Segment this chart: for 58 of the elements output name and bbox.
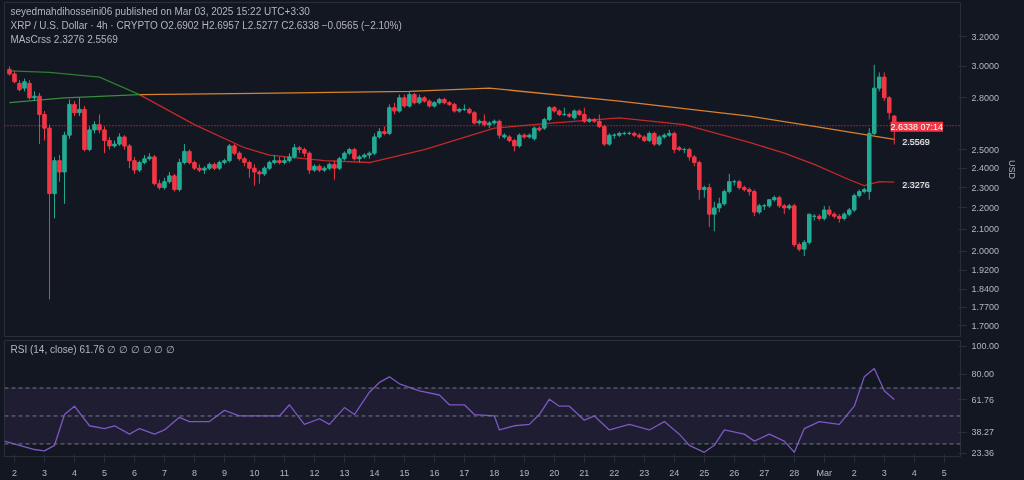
y-tick-label: 23.36 bbox=[971, 448, 995, 459]
x-tick-label: 17 bbox=[459, 467, 470, 478]
x-tick-label: 27 bbox=[759, 467, 770, 478]
y-tick-label: 100.00 bbox=[971, 341, 1000, 352]
x-tick-label: 21 bbox=[579, 467, 590, 478]
x-tick-label: 2 bbox=[851, 467, 857, 478]
y-tick-label: 61.76 bbox=[971, 394, 995, 405]
x-tick-label: 7 bbox=[161, 467, 167, 478]
y-tick-label: 1.7700 bbox=[971, 302, 1000, 313]
x-tick-label: 9 bbox=[221, 467, 227, 478]
chart-title: RSI (14, close) 61.76 ∅ ∅ ∅ ∅ ∅ ∅ bbox=[10, 343, 176, 355]
x-tick-label: 19 bbox=[519, 467, 530, 478]
text: XRP / U.S. Dollar · 4h · CRYPTO O2.6902 H2.6957 L2.5277 C2.6338 −0.0565 (−2.10%) bbox=[10, 19, 402, 31]
y-tick-label: 3.0000 bbox=[971, 61, 1000, 72]
x-tick-label: 6 bbox=[131, 467, 137, 478]
y-axis-title: USD bbox=[1007, 160, 1018, 180]
x-tick-label: Mar bbox=[816, 467, 833, 478]
x-tick-label: 3 bbox=[881, 467, 887, 478]
y-tick-label: 80.00 bbox=[971, 369, 995, 380]
annotation: 2.3276 bbox=[902, 180, 930, 191]
y-tick-label: 2.5000 bbox=[971, 144, 1000, 155]
x-tick-label: 12 bbox=[309, 467, 320, 478]
y-tick-label: 2.0000 bbox=[971, 246, 1000, 257]
x-tick-label: 20 bbox=[549, 467, 560, 478]
y-tick-label: 3.2000 bbox=[971, 31, 1000, 42]
x-tick-label: 16 bbox=[429, 467, 440, 478]
x-tick-label: 28 bbox=[789, 467, 800, 478]
x-tick-label: 14 bbox=[369, 467, 380, 478]
x-tick-label: 23 bbox=[639, 467, 650, 478]
annotation: MAsCrss 2.3276 2.5569 bbox=[10, 33, 119, 45]
x-tick-label: 18 bbox=[489, 467, 500, 478]
ref-line-label: 2.6338 07:14 bbox=[890, 121, 944, 132]
x-tick-label: 3 bbox=[41, 467, 47, 478]
x-tick-label: 26 bbox=[729, 467, 740, 478]
x-tick-label: 8 bbox=[191, 467, 197, 478]
x-tick-label: 10 bbox=[249, 467, 260, 478]
x-tick-label: 4 bbox=[71, 467, 77, 478]
y-tick-label: 1.8400 bbox=[971, 284, 1000, 295]
y-tick-label: 2.4000 bbox=[971, 163, 1000, 174]
y-tick-label: 2.3000 bbox=[971, 182, 1000, 193]
y-tick-label: 2.2000 bbox=[971, 202, 1000, 213]
annotation: seyedmahdihosseini06 published on Mar 03, 2025 15:22 UTC+3:30 bbox=[10, 5, 311, 17]
x-tick-label: 4 bbox=[911, 467, 917, 478]
y-tick-label: 2.8000 bbox=[971, 92, 1000, 103]
x-tick-label: 22 bbox=[609, 467, 620, 478]
x-tick-label: 13 bbox=[339, 467, 350, 478]
y-tick-label: 1.9200 bbox=[971, 265, 1000, 276]
x-tick-label: 24 bbox=[669, 467, 680, 478]
x-tick-label: 2 bbox=[11, 467, 18, 478]
annotation: 2.5569 bbox=[902, 137, 930, 148]
y-tick-label: 1.7000 bbox=[971, 320, 1000, 331]
y-tick-label: 38.27 bbox=[971, 427, 995, 438]
x-tick-label: 5 bbox=[101, 467, 107, 478]
x-tick-label: 15 bbox=[399, 467, 410, 478]
x-tick-label: 11 bbox=[279, 467, 290, 478]
x-tick-label: 25 bbox=[699, 467, 710, 478]
y-tick-label: 2.1000 bbox=[971, 224, 1000, 235]
x-tick-label: 5 bbox=[941, 467, 947, 478]
